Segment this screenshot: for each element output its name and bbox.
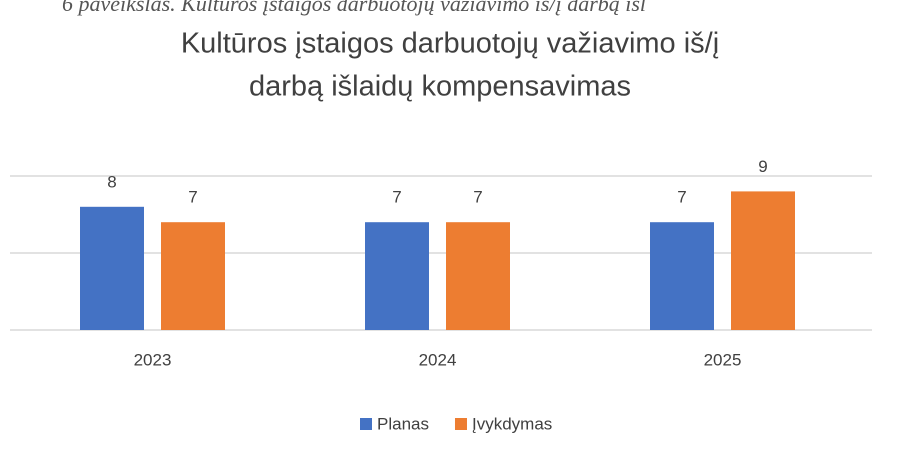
x-tick-label: 2025 <box>704 350 742 369</box>
bar <box>446 222 510 330</box>
legend-swatch <box>360 418 372 430</box>
data-label: 8 <box>107 172 116 191</box>
data-label: 9 <box>758 157 767 176</box>
legend-label: Įvykdymas <box>472 414 552 433</box>
bar <box>161 222 225 330</box>
legend-label: Planas <box>377 414 429 433</box>
chart-title: Kultūros įstaigos darbuotojų važiavimo i… <box>181 28 719 60</box>
bar <box>731 191 795 330</box>
data-label: 7 <box>473 188 482 207</box>
chart-title: darbą išlaidų kompensavimas <box>249 71 631 103</box>
bar <box>650 222 714 330</box>
figure-caption: 6 paveikslas. Kultūros įstaigos darbuoto… <box>62 0 646 16</box>
bar <box>80 206 144 330</box>
bar <box>365 222 429 330</box>
data-label: 7 <box>677 188 686 207</box>
x-tick-label: 2024 <box>419 350 457 369</box>
data-label: 7 <box>188 188 197 207</box>
data-label: 7 <box>392 188 401 207</box>
x-tick-label: 2023 <box>134 350 172 369</box>
legend-swatch <box>454 418 467 430</box>
